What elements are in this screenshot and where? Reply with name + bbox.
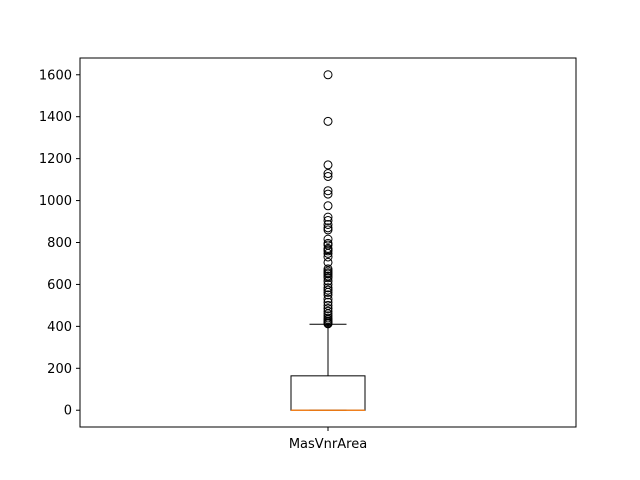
outlier-point: [323, 294, 333, 304]
outlier-point: [323, 304, 333, 314]
outlier-point: [323, 290, 333, 300]
outlier-point: [323, 234, 333, 244]
y-tick-label: 1600: [39, 68, 72, 83]
y-tick-label: 1400: [39, 110, 72, 125]
outlier-point: [323, 273, 333, 283]
outlier-point: [323, 186, 333, 196]
outlier-point: [323, 116, 333, 126]
outlier-point: [323, 189, 333, 199]
outlier-point: [323, 264, 333, 274]
outlier-point: [323, 201, 333, 211]
outlier-point: [323, 287, 333, 297]
y-axis: 0 200 400 600 800 1000 1200 1400 1600: [39, 68, 80, 419]
outlier-point: [323, 169, 333, 179]
y-tick-label: 600: [47, 278, 72, 293]
outlier-point: [323, 215, 333, 225]
outlier-point: [323, 257, 333, 267]
outlier-point: [323, 219, 333, 229]
plot-frame: [79, 57, 577, 428]
outlier-point: [323, 223, 333, 233]
outlier-point: [323, 171, 333, 181]
y-tick-label: 400: [47, 320, 72, 335]
outlier-point: [323, 252, 333, 262]
outlier-point: [323, 297, 333, 307]
x-tick-label: MasVnrArea: [289, 437, 367, 452]
outlier-point: [323, 225, 333, 235]
outlier-point: [323, 246, 333, 256]
outlier-point: [323, 160, 333, 170]
outlier-point: [323, 285, 333, 295]
outlier-point: [323, 319, 333, 329]
outlier-point: [323, 248, 333, 258]
y-tick-label: 1000: [39, 194, 72, 209]
outlier-point: [323, 276, 333, 286]
outlier-point: [323, 212, 333, 222]
box-plot-series: [290, 70, 366, 411]
outlier-point: [323, 70, 333, 80]
y-tick-label: 200: [47, 362, 72, 377]
outlier-point: [323, 283, 333, 293]
outlier-point: [323, 269, 333, 279]
x-axis: MasVnrArea: [289, 427, 367, 452]
y-tick-label: 800: [47, 236, 72, 251]
y-tick-label: 1200: [39, 152, 72, 167]
y-tick-label: 0: [64, 404, 72, 419]
